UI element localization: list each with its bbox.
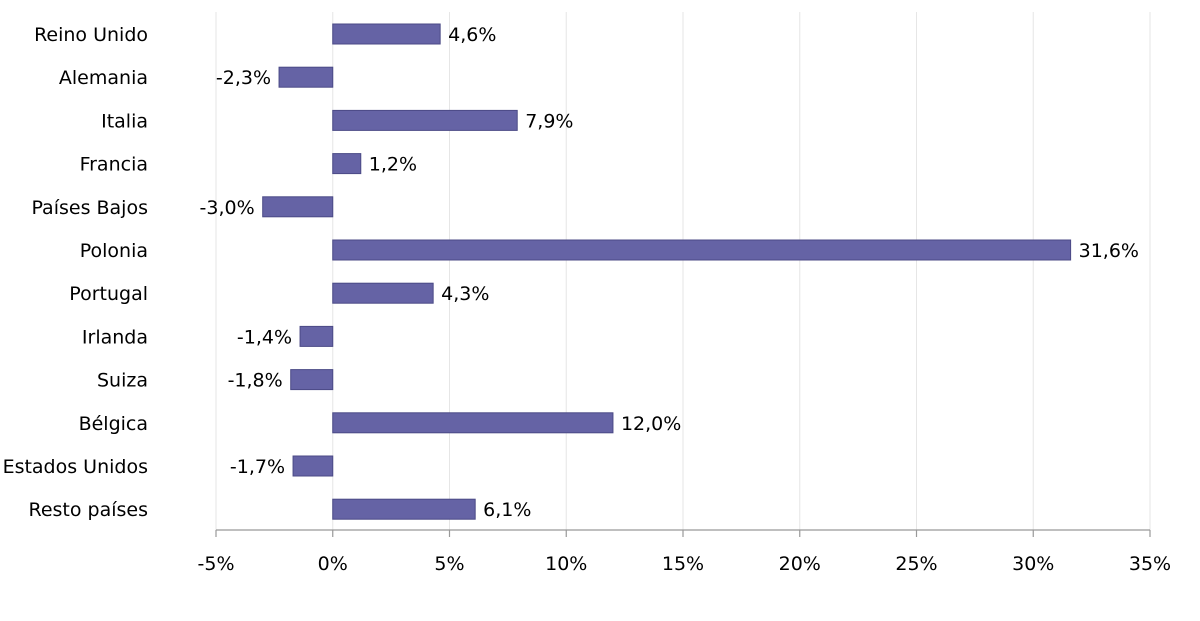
category-label-8: Suiza <box>97 370 148 392</box>
bar-1 <box>278 66 334 88</box>
data-label-1: -2,3% <box>216 67 271 89</box>
category-label-6: Portugal <box>69 283 148 305</box>
category-label-9: Bélgica <box>79 413 148 435</box>
x-tick-label-7: 30% <box>1012 553 1054 575</box>
bar-11 <box>332 498 476 520</box>
category-label-3: Francia <box>80 154 148 176</box>
bar-6 <box>332 282 434 304</box>
bar-3 <box>332 153 362 175</box>
data-label-10: -1,7% <box>230 456 285 478</box>
data-label-3: 1,2% <box>369 154 417 176</box>
x-tick-label-5: 20% <box>779 553 821 575</box>
x-tick-label-1: 0% <box>318 553 348 575</box>
category-label-7: Irlanda <box>82 326 148 348</box>
x-tick-label-4: 15% <box>662 553 704 575</box>
bar-7 <box>299 325 334 347</box>
axis-layer: -5% 0% 5% 10% 15% 20% 25% 30% 35% <box>198 529 1171 575</box>
data-label-7: -1,4% <box>237 326 292 348</box>
category-label-4: Países Bajos <box>31 197 148 219</box>
x-tick-label-2: 5% <box>434 553 464 575</box>
category-label-11: Resto países <box>28 499 148 521</box>
category-label-5: Polonia <box>80 240 148 262</box>
x-tick-label-0: -5% <box>198 553 235 575</box>
x-tick-label-3: 10% <box>545 553 587 575</box>
x-tick-label-6: 25% <box>895 553 937 575</box>
category-label-1: Alemania <box>59 67 148 89</box>
bar-9 <box>332 412 614 434</box>
bar-10 <box>292 455 334 477</box>
data-label-2: 7,9% <box>525 110 573 132</box>
bar-8 <box>290 369 334 391</box>
bar-2 <box>332 109 518 131</box>
data-label-6: 4,3% <box>441 283 489 305</box>
data-label-5: 31,6% <box>1079 240 1139 262</box>
bar-5 <box>332 239 1072 261</box>
category-label-0: Reino Unido <box>34 24 148 46</box>
x-tick-label-8: 35% <box>1129 553 1171 575</box>
data-label-0: 4,6% <box>448 24 496 46</box>
category-label-2: Italia <box>101 110 148 132</box>
bar-0 <box>332 23 441 45</box>
bar-layer <box>262 23 1072 520</box>
data-label-4: -3,0% <box>200 197 255 219</box>
data-label-9: 12,0% <box>621 413 681 435</box>
data-label-8: -1,8% <box>228 370 283 392</box>
data-label-11: 6,1% <box>483 499 531 521</box>
grid-layer <box>215 12 1151 530</box>
label-layer: Reino Unido 4,6% Alemania -2,3% Italia 7,9% Fr… <box>3 24 1139 521</box>
category-label-10: Estados Unidos <box>3 456 148 478</box>
bar-4 <box>262 196 334 218</box>
